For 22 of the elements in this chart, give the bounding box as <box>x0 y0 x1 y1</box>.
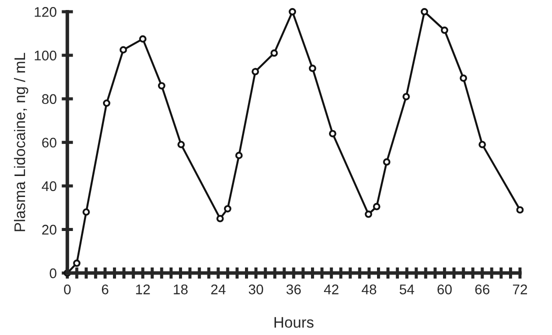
x-tick-label: 54 <box>400 284 414 294</box>
x-axis-title: Hours <box>274 317 314 328</box>
y-tick-label: 80 <box>42 94 56 104</box>
x-tick-label: 24 <box>211 284 226 294</box>
x-tick-label: 60 <box>438 284 452 294</box>
x-tick-label: 0 <box>64 284 71 294</box>
y-tick-label: 100 <box>34 50 56 60</box>
y-axis-title: Plasma Lidocaine, ng / mL <box>14 52 28 232</box>
x-tick-label: 30 <box>248 284 264 294</box>
x-tick-label: 18 <box>174 284 188 294</box>
y-tick-label: 20 <box>42 224 56 235</box>
x-tick-label: 48 <box>362 284 376 294</box>
y-tick-label: 0 <box>50 268 56 278</box>
x-tick-label: 42 <box>324 284 338 294</box>
x-tick-label: 12 <box>136 284 150 294</box>
x-tick-label: 6 <box>102 284 108 294</box>
x-tick-label: 66 <box>475 284 490 294</box>
x-tick-label: 36 <box>286 284 301 294</box>
x-tick-label: 72 <box>512 284 528 294</box>
y-tick-label: 40 <box>42 181 56 192</box>
y-tick-label: 60 <box>42 138 56 148</box>
y-tick-label: 120 <box>34 7 56 17</box>
